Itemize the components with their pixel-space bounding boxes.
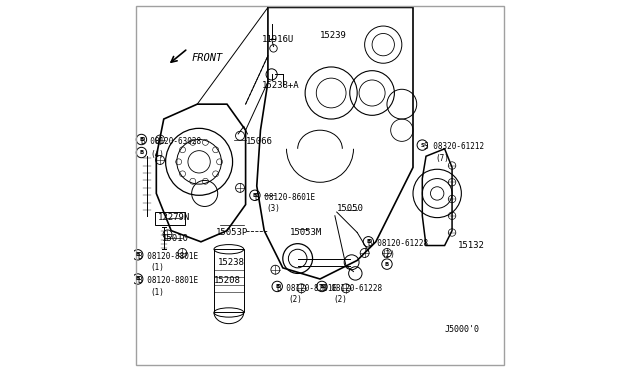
Text: (4): (4) [151, 150, 164, 159]
Text: B: B [140, 150, 143, 155]
Text: B: B [140, 137, 143, 142]
Text: 12279N: 12279N [158, 213, 191, 222]
Bar [214, 249, 244, 312]
Text: B 08120-8801E: B 08120-8801E [138, 252, 198, 261]
Text: 15132: 15132 [458, 241, 484, 250]
Text: B 08120-63028: B 08120-63028 [141, 137, 202, 146]
Text: B 08120-8201E: B 08120-8201E [277, 284, 337, 293]
Text: 15053M: 15053M [291, 228, 323, 237]
Text: 15239: 15239 [320, 31, 347, 40]
Text: 15066: 15066 [246, 137, 273, 146]
Text: B: B [275, 284, 279, 289]
Text: B: B [320, 284, 324, 289]
Text: S: S [420, 142, 424, 148]
Text: B 08120-8801E: B 08120-8801E [138, 276, 198, 285]
Text: B 08120-61228: B 08120-61228 [322, 284, 382, 293]
Text: 11916U: 11916U [262, 35, 294, 44]
Text: (2): (2) [333, 295, 347, 304]
Text: B: B [385, 262, 389, 267]
Text: B 08120-8601E: B 08120-8601E [255, 193, 315, 202]
Text: (1): (1) [151, 288, 164, 296]
Text: J5000'0: J5000'0 [445, 325, 479, 334]
Text: 15238: 15238 [218, 258, 244, 267]
Text: B 08120-61228: B 08120-61228 [369, 239, 429, 248]
Text: (2): (2) [381, 250, 396, 259]
Text: 15238+A: 15238+A [262, 81, 300, 90]
Text: 15053P: 15053P [216, 228, 248, 237]
Text: 15010: 15010 [162, 234, 189, 243]
Text: S 08320-61212: S 08320-61212 [424, 142, 484, 151]
Text: B: B [366, 239, 371, 244]
Text: 15050: 15050 [337, 204, 364, 213]
Text: (3): (3) [266, 204, 280, 213]
Text: B: B [136, 252, 140, 257]
Text: 15208: 15208 [214, 276, 241, 285]
Text: B: B [253, 193, 257, 198]
Text: B: B [136, 276, 140, 282]
Text: FRONT: FRONT [191, 53, 223, 62]
Text: (2): (2) [289, 295, 302, 304]
Text: (1): (1) [151, 263, 164, 272]
Text: (7): (7) [435, 154, 449, 163]
